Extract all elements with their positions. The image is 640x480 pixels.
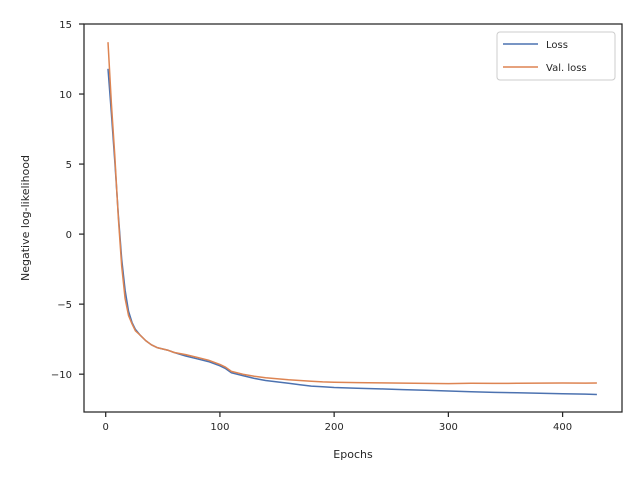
y-axis-label: Negative log-likelihood — [19, 155, 32, 281]
legend-label-loss: Loss — [546, 40, 568, 51]
y-axis-ticks: −10 −5 0 5 10 15 — [51, 20, 84, 381]
legend: Loss Val. loss — [496, 31, 616, 81]
y-tick-label: 15 — [59, 20, 72, 31]
x-tick-label: 100 — [210, 422, 229, 433]
legend-label-val-loss: Val. loss — [546, 63, 587, 74]
x-tick-label: 200 — [325, 422, 344, 433]
y-tick-label: 0 — [66, 230, 72, 241]
x-tick-label: 300 — [439, 422, 458, 433]
y-tick-label: −5 — [57, 300, 72, 311]
x-axis-label: Epochs — [333, 448, 373, 461]
plot-frame — [83, 23, 623, 413]
y-tick-label: 5 — [66, 160, 72, 171]
y-tick-label: −10 — [51, 370, 72, 381]
y-tick-label: 10 — [59, 90, 72, 101]
series-line-val-loss — [107, 42, 597, 385]
x-axis-ticks: 0 100 200 300 400 — [103, 412, 572, 433]
series-layer — [107, 42, 597, 396]
x-tick-label: 0 — [103, 422, 109, 433]
x-tick-label: 400 — [553, 422, 572, 433]
plot-background — [84, 24, 622, 412]
